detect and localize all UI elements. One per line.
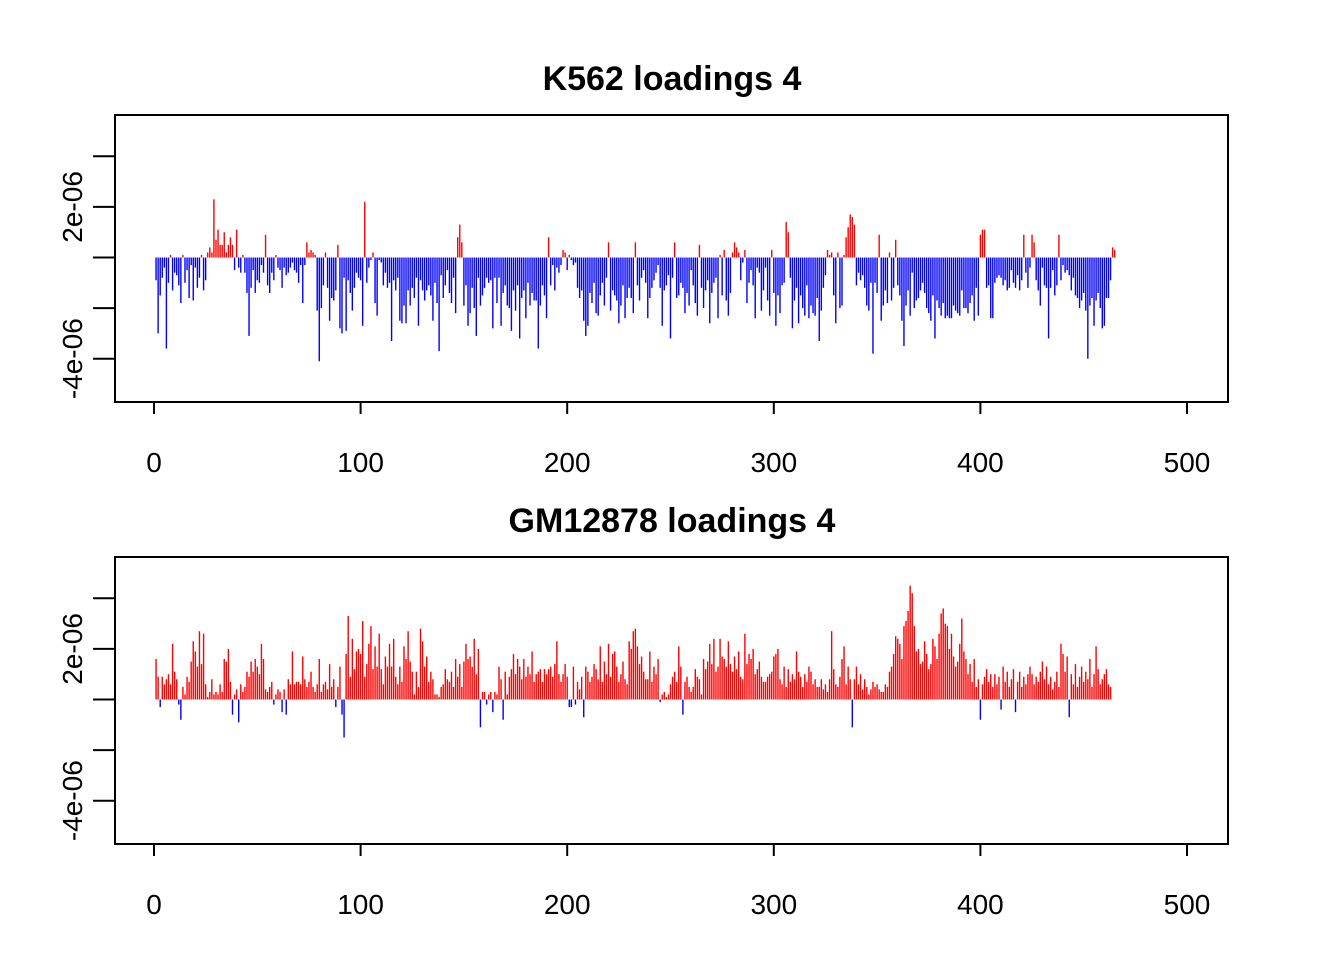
x-tick-label: 300 (750, 447, 797, 478)
x-tick-label: 0 (146, 889, 162, 920)
y-tick-label: -4e-06 (57, 760, 88, 841)
x-tick-label: 500 (1164, 889, 1211, 920)
x-tick-label: 200 (544, 447, 591, 478)
k562-bars (155, 199, 1116, 362)
x-tick-label: 500 (1164, 447, 1211, 478)
k562-y-axis: -4e-06 2e-06 (57, 155, 115, 399)
gm12878-x-axis: 0 100 200 300 400 500 (146, 843, 1211, 920)
x-tick-label: 100 (337, 447, 384, 478)
y-tick-label: 2e-06 (57, 613, 88, 685)
gm12878-bars (155, 585, 1112, 738)
gm12878-chart-title: GM12878 loadings 4 (509, 502, 836, 540)
x-tick-label: 100 (337, 889, 384, 920)
x-tick-label: 0 (146, 447, 162, 478)
k562-x-axis: 0 100 200 300 400 500 (146, 401, 1211, 478)
y-tick-label: 2e-06 (57, 171, 88, 243)
gm12878-panel: GM12878 loadings 4 0 100 200 300 400 500 -4e-… (57, 502, 1229, 920)
k562-chart-title: K562 loadings 4 (543, 60, 802, 98)
x-tick-label: 400 (957, 447, 1004, 478)
y-tick-label: -4e-06 (57, 318, 88, 399)
gm12878-y-axis: -4e-06 2e-06 (57, 597, 115, 841)
x-tick-label: 300 (750, 889, 797, 920)
k562-panel: K562 loadings 4 0 100 200 300 400 500 -4e-06 2… (57, 60, 1229, 478)
x-tick-label: 400 (957, 889, 1004, 920)
x-tick-label: 200 (544, 889, 591, 920)
